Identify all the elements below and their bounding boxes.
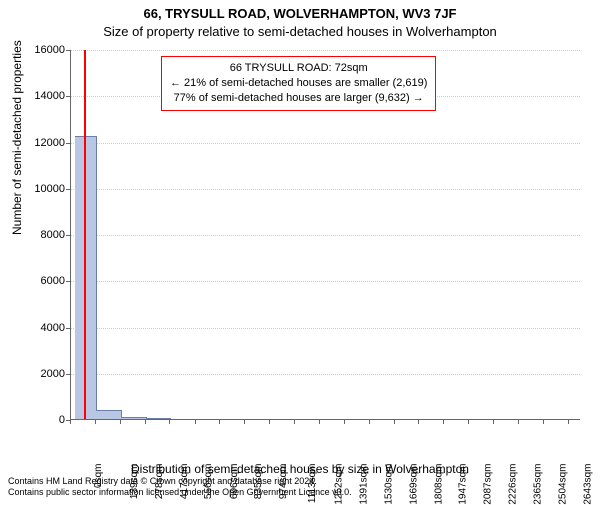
y-tick-label: 10000 [15,183,65,195]
gridline [71,50,580,51]
chart-container: 66, TRYSULL ROAD, WOLVERHAMPTON, WV3 7JF… [0,0,600,500]
x-tick-mark [568,420,569,424]
annotation-box: 66 TRYSULL ROAD: 72sqm← 21% of semi-deta… [161,56,436,111]
histogram-bar [96,410,122,419]
x-tick-mark [443,420,444,424]
x-tick-mark [145,420,146,424]
plot-area: 66 TRYSULL ROAD: 72sqm← 21% of semi-deta… [70,50,580,420]
x-tick-mark [344,420,345,424]
x-tick-mark [468,420,469,424]
x-tick-mark [70,420,71,424]
x-tick-mark [418,420,419,424]
y-tick-label: 2000 [15,368,65,380]
gridline [71,143,580,144]
footer-attribution: Contains HM Land Registry data © Crown c… [8,476,352,498]
x-tick-mark [169,420,170,424]
x-tick-mark [518,420,519,424]
chart-title-1: 66, TRYSULL ROAD, WOLVERHAMPTON, WV3 7JF [0,6,600,21]
x-tick-mark [269,420,270,424]
x-tick-mark [195,420,196,424]
gridline [71,235,580,236]
y-tick-label: 14000 [15,90,65,102]
x-tick-mark [294,420,295,424]
x-tick-mark [543,420,544,424]
x-tick-mark [493,420,494,424]
x-tick-mark [244,420,245,424]
annotation-line-3: 77% of semi-detached houses are larger (… [170,91,427,106]
y-tick-label: 8000 [15,229,65,241]
y-tick-label: 12000 [15,137,65,149]
x-tick-mark [369,420,370,424]
y-tick-label: 0 [15,414,65,426]
footer-line-2: Contains public sector information licen… [8,487,352,498]
chart-title-2: Size of property relative to semi-detach… [0,24,600,39]
x-tick-mark [219,420,220,424]
x-tick-mark [120,420,121,424]
gridline [71,374,580,375]
gridline [71,281,580,282]
property-marker-line [84,50,86,419]
y-tick-label: 16000 [15,44,65,56]
y-tick-label: 4000 [15,322,65,334]
x-axis-label: Distribution of semi-detached houses by … [0,462,600,476]
x-tick-mark [394,420,395,424]
footer-line-1: Contains HM Land Registry data © Crown c… [8,476,352,487]
gridline [71,328,580,329]
histogram-bar [146,418,172,419]
x-tick-mark [95,420,96,424]
histogram-bar [121,417,147,419]
gridline [71,189,580,190]
annotation-line-1: 66 TRYSULL ROAD: 72sqm [170,61,427,76]
annotation-line-2: ← 21% of semi-detached houses are smalle… [170,76,427,91]
y-tick-label: 6000 [15,275,65,287]
x-tick-mark [319,420,320,424]
